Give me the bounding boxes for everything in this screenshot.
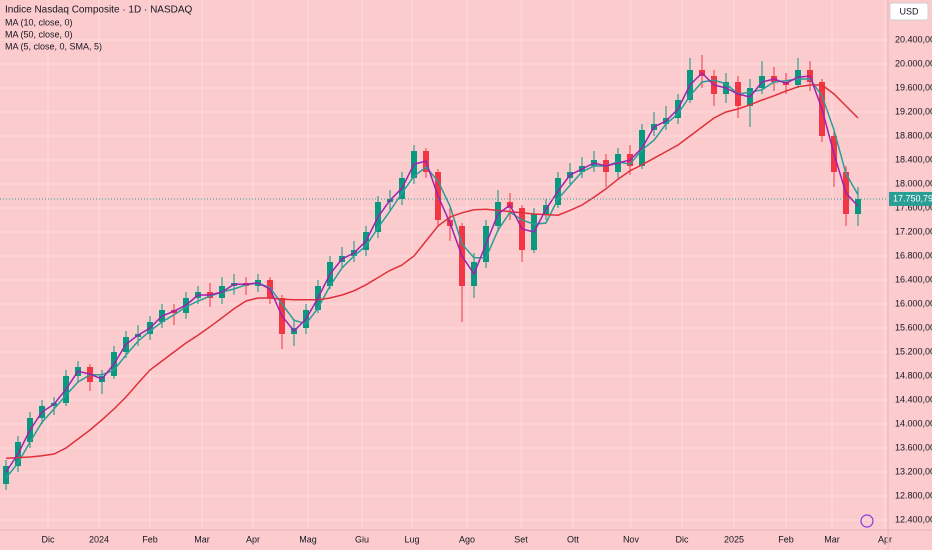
y-tick-label: 13.600,00 bbox=[895, 442, 932, 452]
y-tick-label: 14.400,00 bbox=[895, 394, 932, 404]
ma-line bbox=[5, 84, 859, 459]
ma-line bbox=[5, 71, 859, 473]
y-tick-label: 18.800,00 bbox=[895, 130, 932, 140]
legend-entry: MA (5, close, 0, SMA, 5) bbox=[5, 41, 102, 51]
x-tick-label: Feb bbox=[142, 534, 158, 544]
y-tick-label: 20.400,00 bbox=[895, 34, 932, 44]
y-tick-label: 12.400,00 bbox=[895, 514, 932, 524]
icon[interactable] bbox=[860, 514, 874, 528]
y-tick-label: 14.800,00 bbox=[895, 370, 932, 380]
y-tick-label: 19.200,00 bbox=[895, 106, 932, 116]
y-tick-label: 13.200,00 bbox=[895, 466, 932, 476]
y-tick-label: 17.200,00 bbox=[895, 226, 932, 236]
x-tick-label: 2025 bbox=[724, 534, 744, 544]
y-tick-label: 20.000,00 bbox=[895, 58, 932, 68]
x-tick-label: Mag bbox=[299, 534, 317, 544]
x-tick-label: Feb bbox=[778, 534, 794, 544]
y-tick-label: 17.600,00 bbox=[895, 202, 932, 212]
y-tick-label: 15.600,00 bbox=[895, 322, 932, 332]
chart-title: Indice Nasdaq Composite · 1D · NASDAQ bbox=[5, 5, 193, 16]
legend-entry: MA (10, close, 0) bbox=[5, 17, 73, 27]
candle-body bbox=[855, 198, 861, 215]
x-tick-label: Lug bbox=[404, 534, 419, 544]
y-tick-label: 16.000,00 bbox=[895, 298, 932, 308]
y-tick-label: 12.800,00 bbox=[895, 490, 932, 500]
y-tick-label: 18.400,00 bbox=[895, 154, 932, 164]
y-tick-label: 16.800,00 bbox=[895, 250, 932, 260]
plot bbox=[0, 55, 888, 490]
x-tick-label: Ago bbox=[459, 534, 475, 544]
x-tick-label: Dic bbox=[675, 534, 688, 544]
last-price-box bbox=[889, 191, 932, 206]
x-tick-label: Nov bbox=[623, 534, 640, 544]
x-tick-label: Ott bbox=[567, 534, 580, 544]
x-tick-label: Apr bbox=[246, 534, 260, 544]
x-tick-label: Mar bbox=[824, 534, 840, 544]
ma-line bbox=[5, 78, 859, 479]
x-tick-label: Mar bbox=[194, 534, 210, 544]
x-tick-label: Giu bbox=[355, 534, 369, 544]
x-tick-label: Apr bbox=[878, 534, 892, 544]
y-tick-label: 18.000,00 bbox=[895, 178, 932, 188]
y-tick-label: 15.200,00 bbox=[895, 346, 932, 356]
x-tick-label: 2024 bbox=[89, 534, 109, 544]
legend-entry: MA (50, close, 0) bbox=[5, 29, 73, 39]
legend: Indice Nasdaq Composite · 1D · NASDAQ MA… bbox=[5, 5, 193, 52]
currency-box[interactable] bbox=[889, 2, 929, 21]
candle-body bbox=[3, 465, 9, 484]
y-tick-label: 16.400,00 bbox=[895, 274, 932, 284]
last-price-label: 17.750,79 bbox=[893, 193, 932, 203]
y-tick-label: 19.600,00 bbox=[895, 82, 932, 92]
currency[interactable]: USD bbox=[899, 6, 919, 16]
y-tick-label: 14.000,00 bbox=[895, 418, 932, 428]
x-tick-label: Set bbox=[514, 534, 528, 544]
x-tick-label: Dic bbox=[42, 534, 55, 544]
